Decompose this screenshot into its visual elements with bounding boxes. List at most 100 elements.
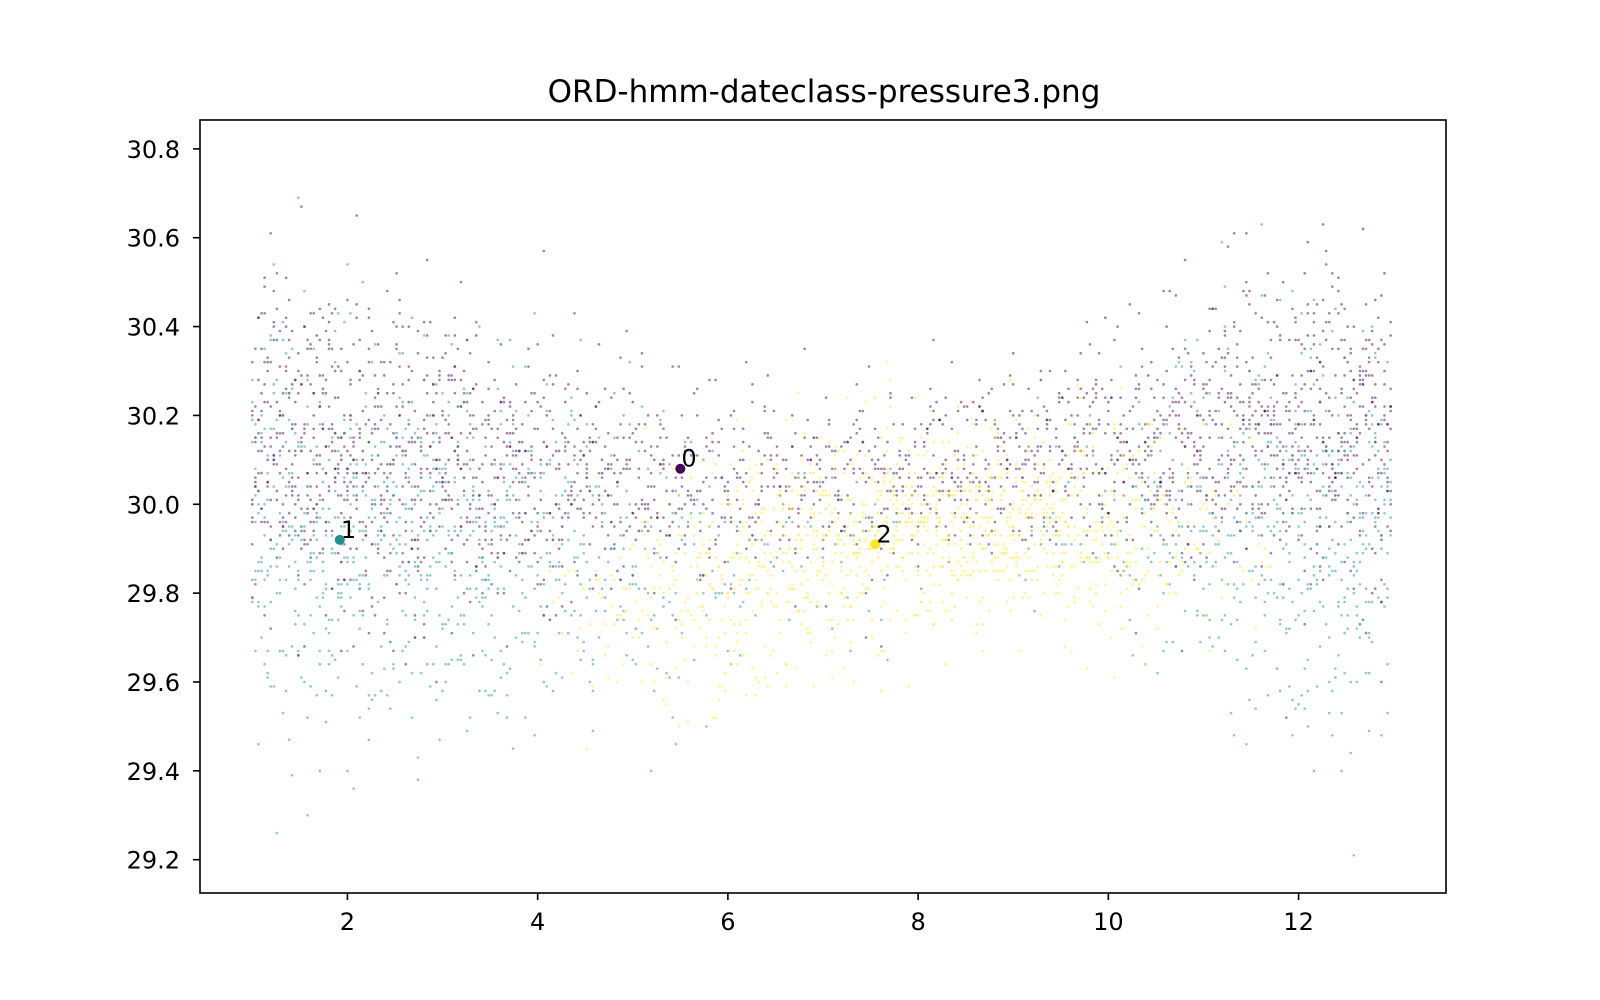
scatter-point [1073, 476, 1076, 479]
scatter-point [382, 414, 386, 417]
scatter-point [1199, 454, 1202, 457]
scatter-point [809, 516, 813, 519]
scatter-point [563, 489, 567, 493]
scatter-point [1027, 547, 1030, 550]
scatter-point [349, 516, 352, 519]
scatter-point [287, 542, 291, 546]
scatter-point [1340, 525, 1343, 528]
scatter-point [824, 654, 828, 657]
scatter-point [1082, 427, 1086, 431]
scatter-point [996, 463, 1000, 466]
scatter-point [950, 511, 954, 515]
scatter-point [1143, 449, 1147, 453]
scatter-point [1281, 511, 1285, 515]
scatter-point [907, 476, 911, 479]
scatter-point [1226, 427, 1230, 431]
scatter-point [1107, 551, 1110, 555]
scatter-point [1137, 311, 1141, 315]
scatter-point [968, 471, 972, 475]
scatter-point [689, 565, 693, 568]
scatter-point [496, 551, 500, 555]
scatter-point [1245, 667, 1248, 670]
scatter-point [290, 471, 294, 475]
scatter-point [517, 516, 521, 519]
scatter-point [1186, 467, 1190, 471]
scatter-point [576, 649, 579, 653]
scatter-point [1174, 294, 1178, 297]
scatter-point [1306, 458, 1310, 462]
scatter-point [1076, 534, 1079, 537]
scatter-point [287, 356, 291, 359]
scatter-point [775, 471, 779, 475]
scatter-point [800, 454, 803, 457]
scatter-point [772, 565, 776, 568]
scatter-point [1146, 498, 1150, 502]
scatter-point [1192, 378, 1196, 382]
scatter-point [1257, 480, 1260, 484]
scatter-point [984, 418, 987, 422]
scatter-point [1238, 494, 1242, 497]
scatter-point [705, 574, 708, 577]
scatter-point [778, 618, 782, 622]
scatter-point [278, 520, 282, 524]
scatter-point [1235, 396, 1239, 399]
scatter-point [428, 502, 432, 506]
scatter-point [413, 560, 417, 564]
scatter-point [1051, 489, 1055, 493]
scatter-point [751, 609, 754, 613]
scatter-point [849, 534, 852, 537]
scatter-point [1140, 365, 1144, 368]
scatter-point [864, 529, 868, 533]
scatter-point [1364, 374, 1368, 377]
scatter-point [435, 458, 438, 462]
scatter-point [554, 671, 558, 675]
scatter-point [465, 400, 469, 404]
scatter-point [1370, 511, 1374, 515]
scatter-point [1364, 494, 1368, 497]
scatter-point [1103, 396, 1107, 399]
scatter-point [1355, 485, 1359, 488]
scatter-point [1318, 525, 1322, 528]
scatter-point [425, 374, 429, 377]
scatter-point [938, 520, 941, 524]
scatter-point [386, 569, 389, 573]
scatter-point [1343, 600, 1346, 604]
scatter-point [646, 467, 650, 471]
scatter-point [1254, 565, 1257, 568]
scatter-point [689, 440, 693, 444]
scatter-point [1217, 463, 1221, 466]
scatter-point [1088, 560, 1092, 564]
scatter-point [1303, 569, 1307, 573]
scatter-point [478, 689, 481, 693]
scatter-point [290, 383, 294, 386]
scatter-point [1346, 556, 1349, 559]
scatter-point [674, 667, 678, 670]
scatter-point [1272, 423, 1276, 426]
scatter-point [447, 458, 450, 462]
scatter-point [843, 587, 846, 590]
scatter-point [1220, 454, 1224, 457]
scatter-point [603, 578, 607, 582]
scatter-point [573, 560, 576, 564]
scatter-point [493, 516, 497, 519]
scatter-point [327, 507, 331, 511]
scatter-point [1291, 733, 1294, 737]
scatter-point [965, 502, 969, 506]
scatter-point [735, 498, 739, 502]
scatter-point [401, 560, 404, 564]
scatter-point [379, 405, 383, 408]
scatter-point [956, 507, 960, 511]
scatter-point [576, 463, 579, 466]
scatter-point [447, 423, 450, 426]
scatter-point [999, 476, 1003, 479]
scatter-point [435, 587, 438, 590]
scatter-point [548, 569, 552, 573]
scatter-point [293, 400, 297, 404]
scatter-point [358, 520, 362, 524]
scatter-point [1331, 414, 1334, 417]
scatter-point [1128, 565, 1132, 568]
scatter-point [327, 489, 331, 493]
scatter-point [588, 489, 592, 493]
scatter-point [659, 423, 662, 426]
scatter-point [254, 405, 257, 408]
